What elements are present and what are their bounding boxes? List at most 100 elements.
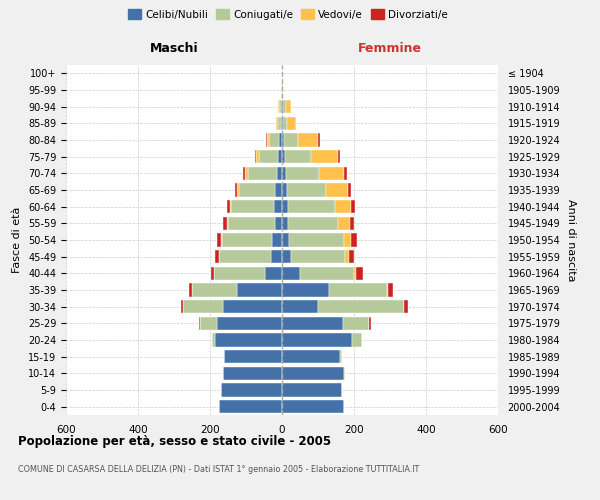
Bar [282, 350, 340, 364]
Bar [281, 116, 282, 130]
Bar [344, 234, 351, 246]
Bar [282, 334, 352, 346]
Bar [282, 266, 300, 280]
Bar [265, 266, 282, 280]
Bar [352, 334, 362, 346]
Bar [282, 134, 284, 146]
Bar [237, 184, 239, 196]
Bar [276, 116, 278, 130]
Bar [237, 284, 282, 296]
Bar [189, 284, 192, 296]
Bar [354, 266, 356, 280]
Bar [287, 116, 296, 130]
Bar [284, 134, 298, 146]
Bar [282, 116, 283, 130]
Bar [248, 166, 277, 180]
Bar [230, 200, 231, 213]
Y-axis label: Fasce di età: Fasce di età [13, 207, 22, 273]
Bar [282, 316, 343, 330]
Bar [288, 216, 338, 230]
Bar [291, 250, 345, 264]
Bar [329, 284, 387, 296]
Bar [215, 334, 282, 346]
Bar [227, 216, 228, 230]
Bar [340, 350, 342, 364]
Bar [266, 134, 269, 146]
Bar [287, 184, 326, 196]
Bar [278, 100, 280, 114]
Bar [369, 316, 371, 330]
Text: Maschi: Maschi [149, 42, 199, 55]
Bar [219, 400, 282, 413]
Bar [345, 250, 349, 264]
Bar [351, 234, 356, 246]
Bar [274, 200, 282, 213]
Bar [318, 134, 320, 146]
Bar [277, 166, 282, 180]
Bar [356, 266, 363, 280]
Legend: Celibi/Nubili, Coniugati/e, Vedovi/e, Divorziati/e: Celibi/Nubili, Coniugati/e, Vedovi/e, Di… [124, 5, 452, 24]
Bar [256, 150, 259, 164]
Bar [388, 284, 393, 296]
Bar [221, 234, 272, 246]
Bar [271, 250, 282, 264]
Bar [350, 216, 354, 230]
Bar [239, 184, 275, 196]
Bar [278, 150, 282, 164]
Bar [223, 216, 227, 230]
Bar [282, 400, 344, 413]
Bar [282, 150, 285, 164]
Bar [300, 266, 354, 280]
Bar [343, 316, 369, 330]
Bar [289, 200, 335, 213]
Bar [211, 266, 214, 280]
Bar [199, 316, 200, 330]
Bar [243, 166, 245, 180]
Bar [278, 116, 281, 130]
Bar [283, 100, 286, 114]
Text: Popolazione per età, sesso e stato civile - 2005: Popolazione per età, sesso e stato civil… [18, 435, 331, 448]
Bar [289, 234, 344, 246]
Bar [181, 300, 183, 314]
Bar [223, 300, 282, 314]
Bar [275, 184, 282, 196]
Bar [387, 284, 388, 296]
Bar [282, 300, 318, 314]
Bar [221, 384, 282, 396]
Bar [282, 284, 329, 296]
Bar [349, 250, 353, 264]
Bar [224, 350, 282, 364]
Bar [200, 316, 217, 330]
Y-axis label: Anni di nascita: Anni di nascita [566, 198, 576, 281]
Bar [351, 200, 355, 213]
Bar [282, 200, 289, 213]
Bar [214, 266, 265, 280]
Bar [282, 216, 288, 230]
Bar [223, 366, 282, 380]
Bar [254, 150, 256, 164]
Bar [212, 334, 215, 346]
Bar [280, 100, 281, 114]
Bar [235, 184, 237, 196]
Bar [282, 184, 287, 196]
Bar [215, 250, 218, 264]
Bar [282, 234, 289, 246]
Bar [282, 166, 286, 180]
Bar [319, 166, 344, 180]
Bar [283, 116, 287, 130]
Bar [326, 184, 348, 196]
Bar [245, 166, 248, 180]
Bar [285, 150, 311, 164]
Bar [282, 250, 291, 264]
Bar [259, 150, 278, 164]
Text: COMUNE DI CASARSA DELLA DELIZIA (PN) - Dati ISTAT 1° gennaio 2005 - Elaborazione: COMUNE DI CASARSA DELLA DELIZIA (PN) - D… [18, 465, 419, 474]
Bar [227, 200, 230, 213]
Bar [219, 250, 271, 264]
Bar [338, 216, 350, 230]
Bar [318, 300, 404, 314]
Bar [404, 300, 408, 314]
Text: Femmine: Femmine [358, 42, 422, 55]
Bar [217, 234, 221, 246]
Bar [298, 134, 318, 146]
Bar [338, 150, 340, 164]
